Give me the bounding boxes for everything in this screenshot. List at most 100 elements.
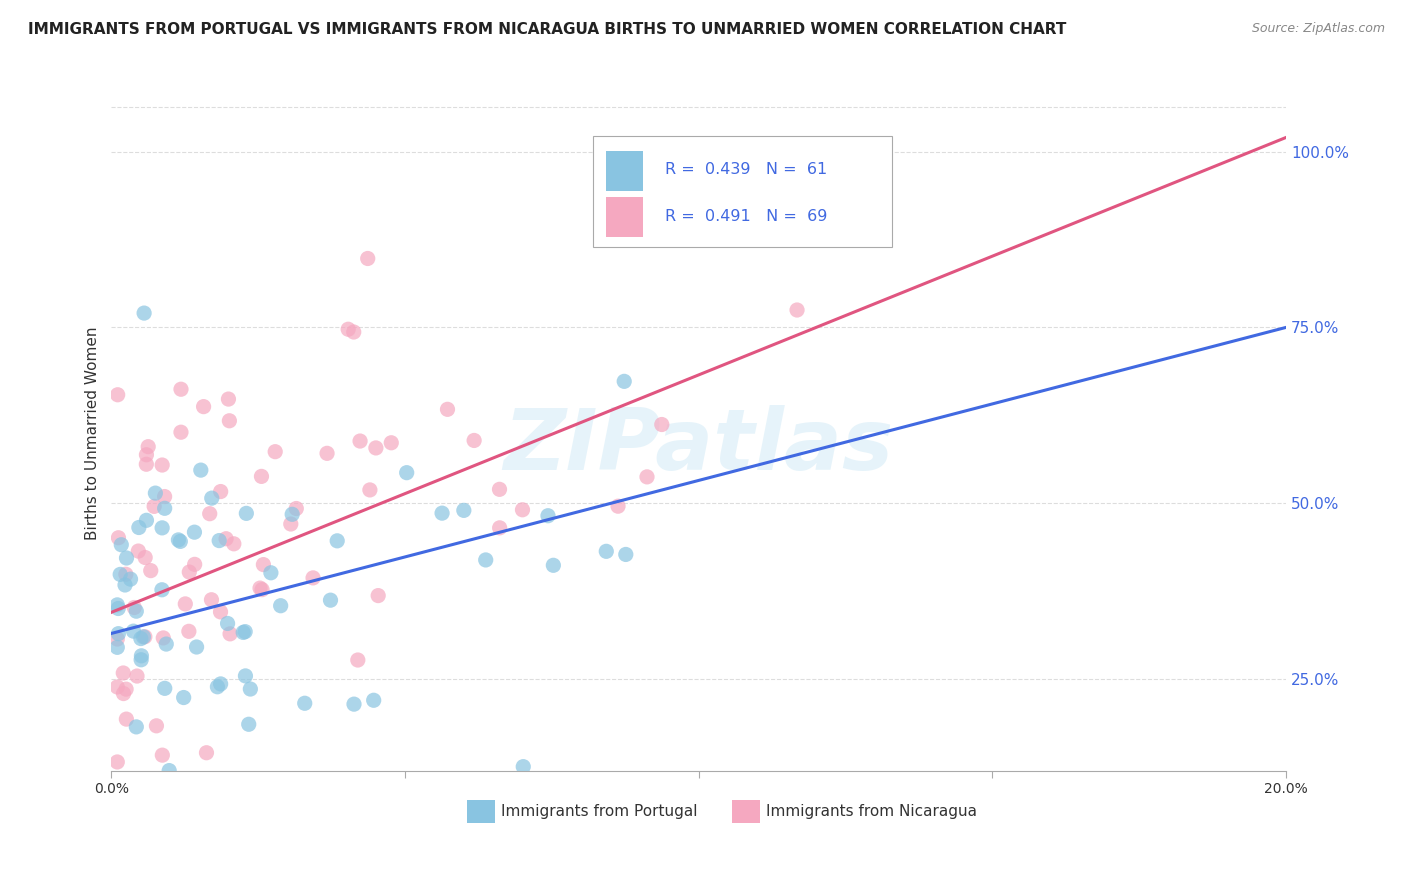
FancyBboxPatch shape	[467, 799, 495, 822]
FancyBboxPatch shape	[593, 136, 893, 247]
Point	[337, 322, 360, 336]
Point	[131, 648, 153, 663]
Point	[208, 533, 231, 548]
Point	[155, 637, 177, 651]
Point	[115, 682, 138, 697]
FancyBboxPatch shape	[606, 152, 644, 191]
Point	[107, 626, 129, 640]
Point	[349, 434, 371, 448]
Point	[218, 414, 240, 428]
Point	[198, 507, 221, 521]
Point	[125, 720, 148, 734]
Point	[105, 755, 128, 769]
Point	[190, 463, 212, 477]
Point	[359, 483, 381, 497]
Point	[105, 632, 128, 646]
Point	[217, 616, 239, 631]
Point	[186, 640, 208, 654]
Point	[122, 624, 145, 639]
Point	[122, 600, 145, 615]
Text: R =  0.439   N =  61: R = 0.439 N = 61	[665, 162, 827, 178]
Point	[134, 550, 156, 565]
Point	[125, 604, 148, 618]
Point	[319, 593, 342, 607]
Point	[232, 625, 254, 640]
Point	[488, 483, 510, 497]
Point	[537, 508, 560, 523]
Point	[173, 690, 195, 705]
Point	[281, 508, 304, 522]
Point	[110, 538, 132, 552]
Point	[153, 681, 176, 696]
Point	[270, 599, 292, 613]
Point	[115, 567, 138, 582]
FancyBboxPatch shape	[606, 197, 644, 237]
Point	[150, 582, 173, 597]
Point	[120, 572, 142, 586]
Point	[280, 516, 302, 531]
Point	[209, 484, 232, 499]
Point	[512, 759, 534, 773]
Point	[153, 490, 176, 504]
Point	[252, 558, 274, 572]
Point	[177, 624, 200, 639]
Point	[235, 507, 257, 521]
Point	[488, 521, 510, 535]
Point	[201, 491, 224, 505]
Point	[453, 503, 475, 517]
Point	[239, 681, 262, 696]
Point	[150, 458, 173, 472]
Point	[169, 534, 191, 549]
Y-axis label: Births to Unmarried Women: Births to Unmarried Women	[86, 326, 100, 540]
Point	[209, 605, 232, 619]
Point	[463, 434, 485, 448]
Point	[264, 444, 287, 458]
Text: R =  0.491   N =  69: R = 0.491 N = 69	[665, 210, 827, 224]
FancyBboxPatch shape	[731, 799, 759, 822]
Point	[143, 500, 166, 514]
Point	[326, 533, 349, 548]
Point	[357, 252, 380, 266]
Point	[200, 592, 222, 607]
Point	[395, 466, 418, 480]
Point	[170, 425, 193, 440]
Point	[238, 717, 260, 731]
Point	[543, 558, 565, 573]
Point	[786, 303, 808, 318]
Point	[107, 531, 129, 545]
Point	[105, 680, 128, 694]
Point	[136, 440, 159, 454]
Point	[105, 598, 128, 612]
Point	[107, 388, 129, 402]
Point	[343, 325, 366, 339]
Point	[135, 457, 157, 471]
Point	[636, 470, 658, 484]
Point	[183, 525, 205, 540]
Point	[222, 537, 245, 551]
Point	[346, 653, 368, 667]
Point	[250, 469, 273, 483]
Point	[614, 548, 637, 562]
Text: Immigrants from Portugal: Immigrants from Portugal	[502, 804, 697, 819]
Point	[129, 653, 152, 667]
Point	[217, 392, 239, 406]
Point	[153, 501, 176, 516]
Point	[145, 486, 167, 500]
Point	[260, 566, 283, 580]
Point	[152, 631, 174, 645]
Point	[145, 719, 167, 733]
Point	[474, 553, 496, 567]
Point	[128, 520, 150, 534]
Point	[112, 687, 135, 701]
Point	[193, 400, 215, 414]
Point	[132, 306, 155, 320]
Point	[233, 624, 256, 639]
Point	[250, 582, 273, 597]
Point	[316, 446, 339, 460]
Point	[512, 503, 534, 517]
Point	[125, 669, 148, 683]
Text: IMMIGRANTS FROM PORTUGAL VS IMMIGRANTS FROM NICARAGUA BIRTHS TO UNMARRIED WOMEN : IMMIGRANTS FROM PORTUGAL VS IMMIGRANTS F…	[28, 22, 1067, 37]
Point	[174, 597, 197, 611]
Point	[112, 665, 135, 680]
Text: Source: ZipAtlas.com: Source: ZipAtlas.com	[1251, 22, 1385, 36]
